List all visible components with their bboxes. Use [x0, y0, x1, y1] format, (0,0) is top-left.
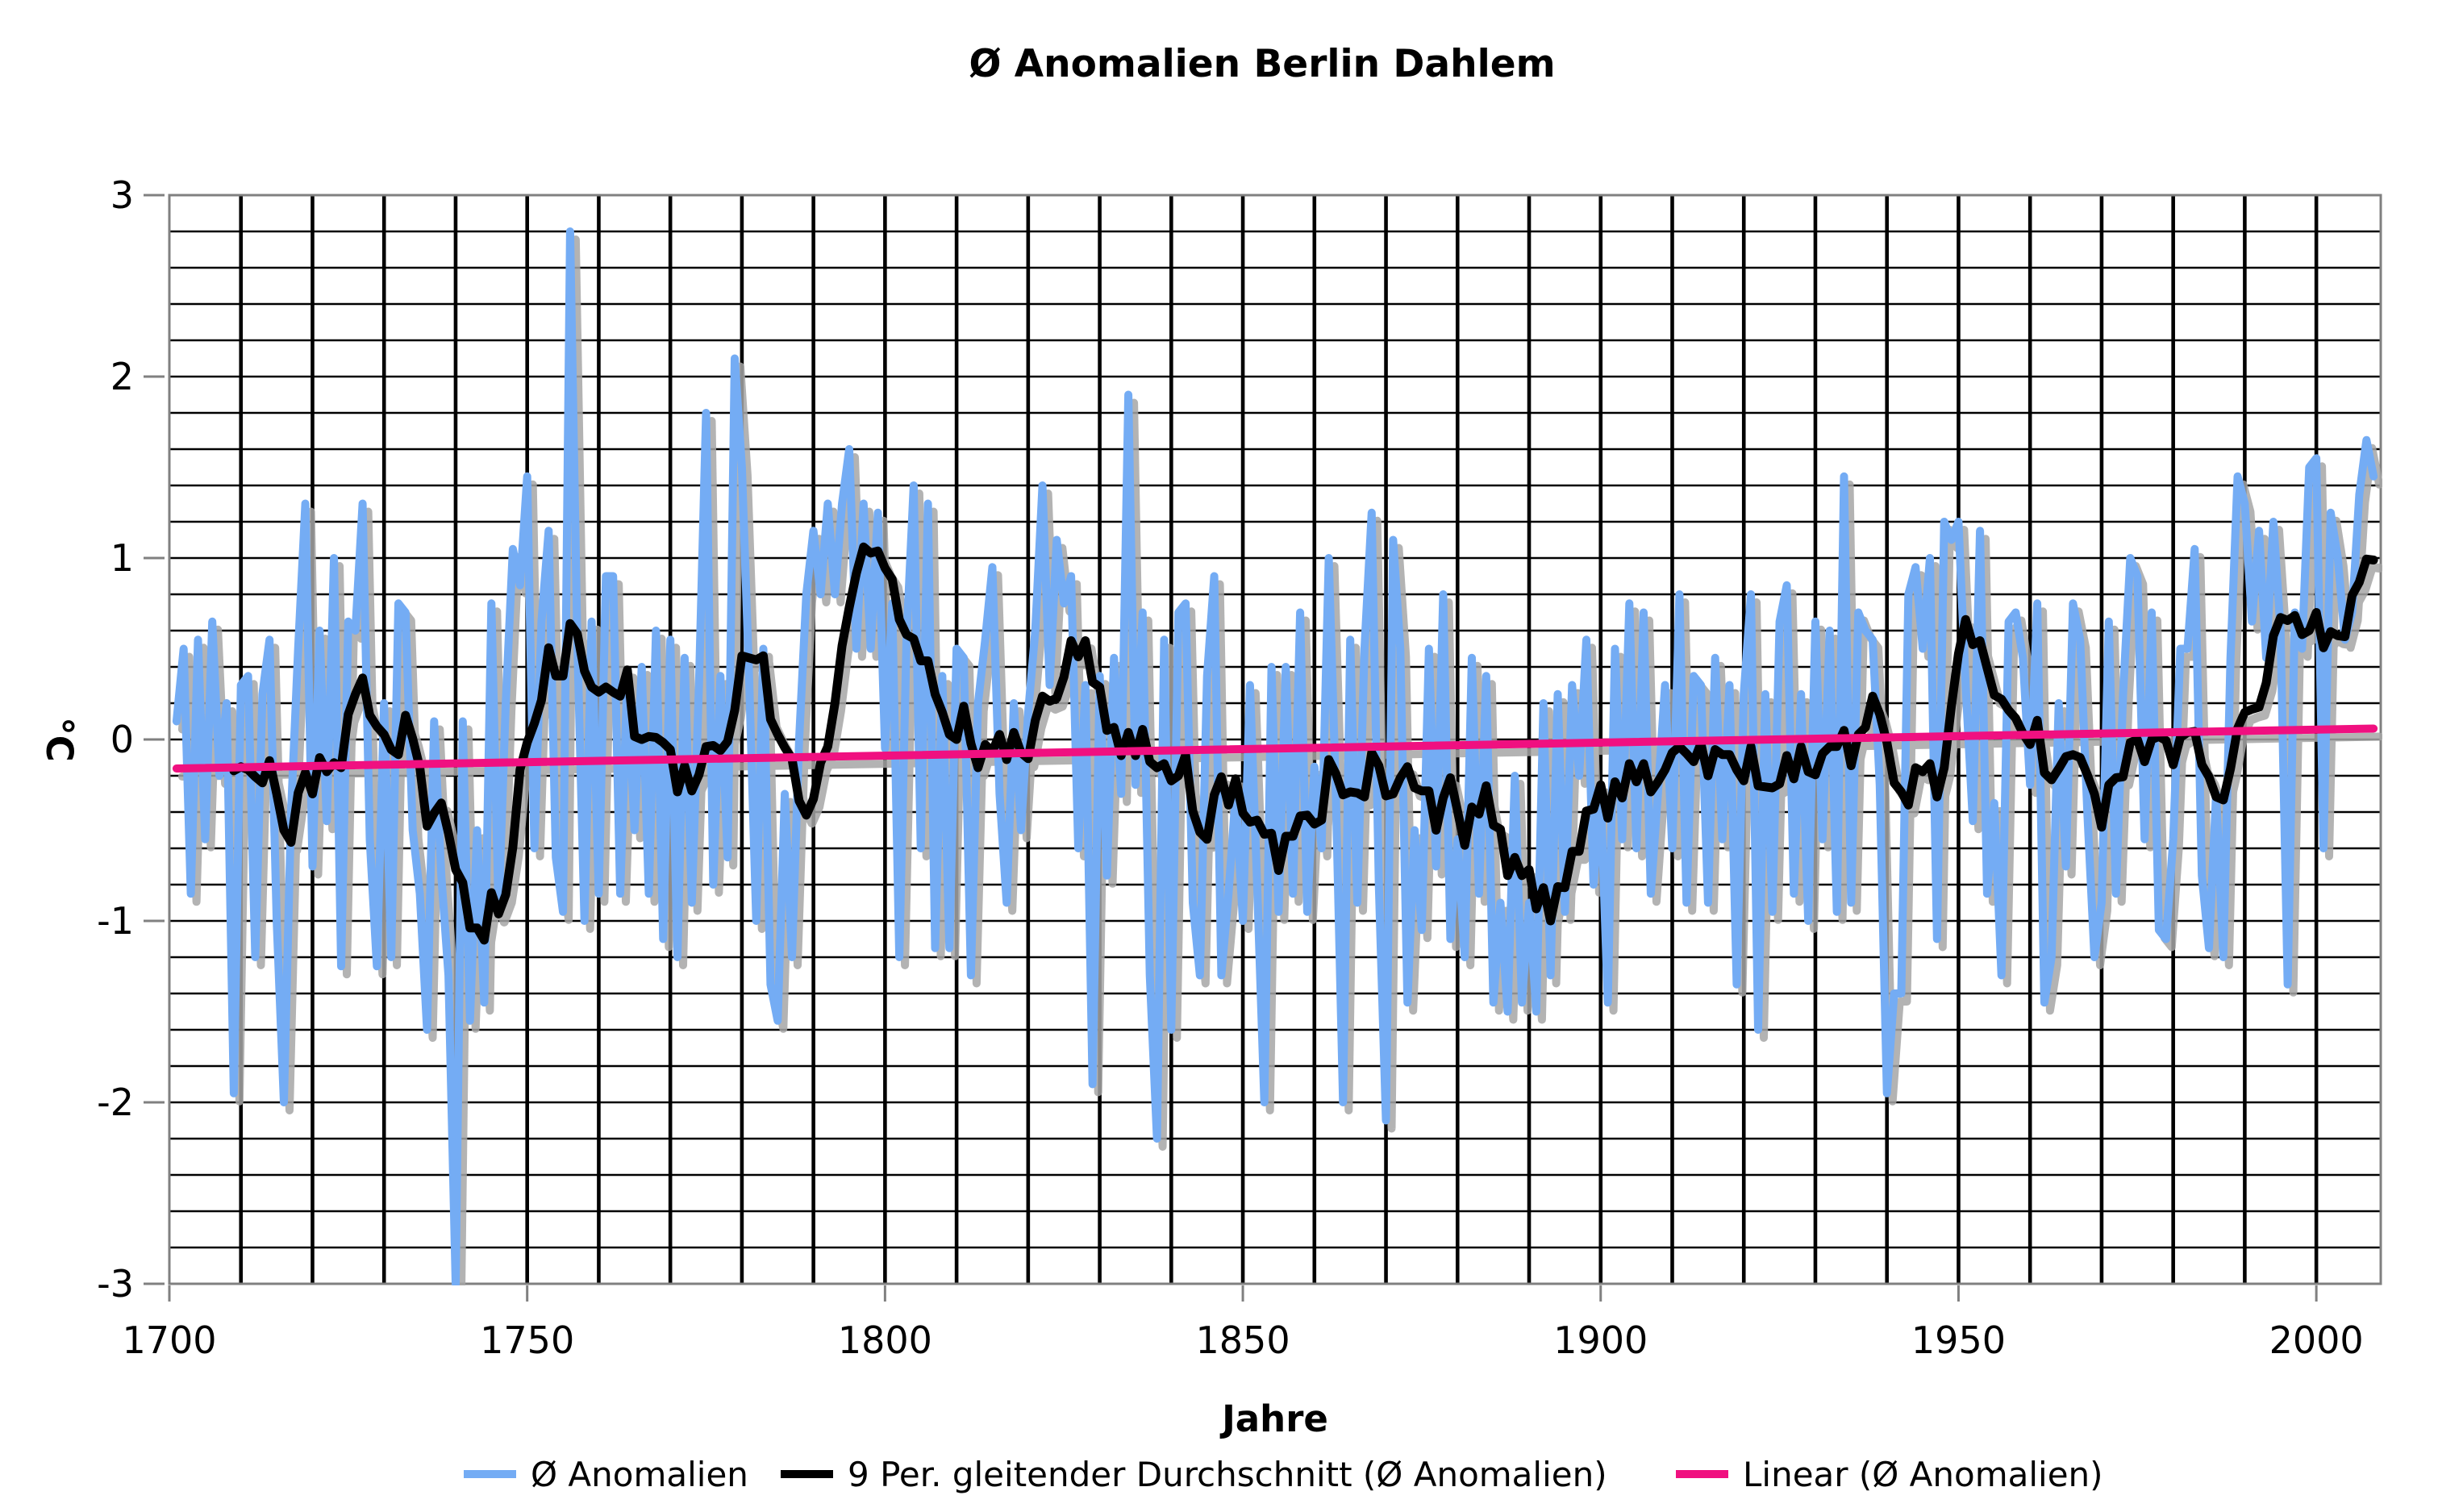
axis-tick-labels: 3 2 1 0 -1 -2 -3 1700 1750 1800 1850 1900 1950 2000: [97, 173, 2364, 1362]
legend-item-moving-average: 9 Per. gleitender Durchschnitt (Ø Anomal…: [781, 1455, 1607, 1494]
series-linear-trend: [172, 724, 2378, 773]
x-axis-title: Jahre: [1219, 1397, 1328, 1440]
y-tick-label: 0: [110, 718, 134, 761]
legend-item-anomalien: Ø Anomalien: [464, 1455, 748, 1494]
x-tick-label: 1750: [480, 1318, 574, 1362]
y-tick-label: 3: [110, 173, 134, 217]
series-moving-average: [229, 542, 2378, 945]
legend-label-moving-average: 9 Per. gleitender Durchschnitt (Ø Anomal…: [848, 1455, 1607, 1494]
legend-label-linear: Linear (Ø Anomalien): [1743, 1455, 2103, 1494]
y-tick-label: 2: [110, 355, 134, 398]
y-tick-label: 1: [110, 536, 134, 580]
x-tick-label: 2000: [2269, 1318, 2364, 1362]
axis-ticks: [144, 194, 2318, 1302]
x-tick-label: 1850: [1196, 1318, 1290, 1362]
x-tick-label: 1700: [122, 1318, 216, 1362]
chart-title: Ø Anomalien Berlin Dahlem: [969, 42, 1555, 86]
plotted-series: [172, 227, 2382, 1285]
x-tick-label: 1900: [1553, 1318, 1648, 1362]
y-axis-title: °C: [38, 717, 81, 762]
y-tick-label: -2: [97, 1081, 134, 1124]
y-tick-label: -3: [97, 1262, 134, 1306]
y-tick-label: -1: [97, 899, 134, 943]
x-tick-label: 1800: [838, 1318, 932, 1362]
legend: Ø Anomalien 9 Per. gleitender Durchschni…: [464, 1455, 2103, 1494]
data-series: [172, 227, 2382, 1285]
legend-label-anomalien: Ø Anomalien: [531, 1455, 748, 1494]
series-anomalien: [172, 227, 2378, 1285]
legend-item-linear: Linear (Ø Anomalien): [1676, 1455, 2103, 1494]
x-tick-label: 1950: [1911, 1318, 2006, 1362]
